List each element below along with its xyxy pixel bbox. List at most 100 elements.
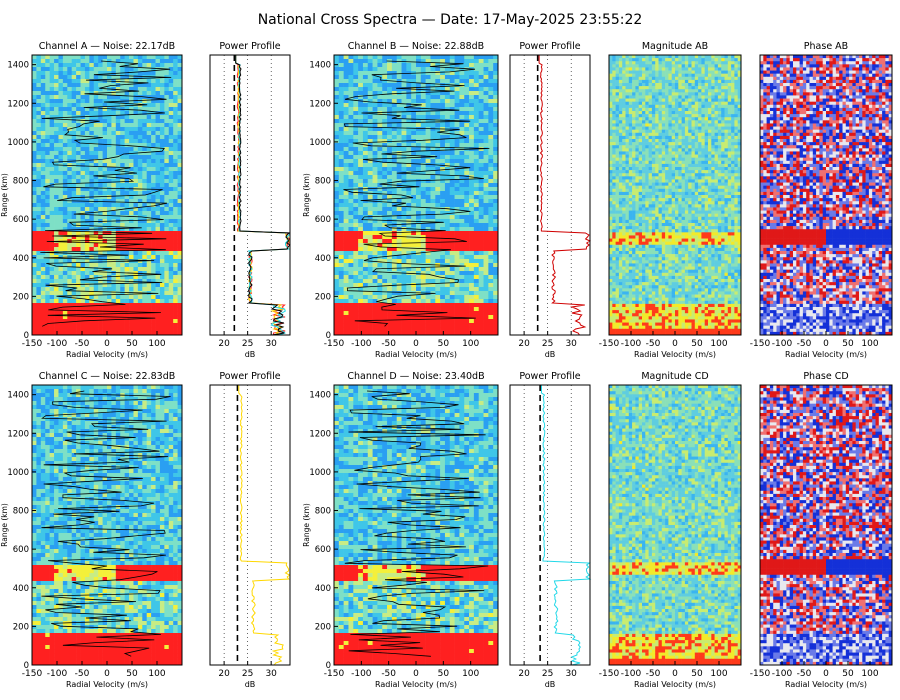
spectrum-cell — [76, 103, 81, 107]
spectrum-cell — [45, 123, 50, 127]
spectrum-cell — [67, 319, 72, 323]
spectrum-cell — [147, 283, 152, 287]
spectrum-cell — [50, 155, 55, 159]
spectrum-cell — [133, 251, 138, 255]
spectrum-cell — [58, 327, 63, 331]
spectrum-cell — [50, 143, 55, 147]
spectrum-cell — [81, 215, 86, 219]
spectrum-cell — [54, 143, 59, 147]
spectrum-cell — [169, 275, 174, 279]
spectrum-cell — [138, 175, 143, 179]
spectrum-cell — [89, 67, 94, 71]
spectrum-cell — [81, 327, 86, 331]
spectrum-cell — [58, 167, 63, 171]
spectrum-cell — [63, 151, 68, 155]
spectrum-cell — [32, 179, 37, 183]
spectrum-cell — [94, 311, 99, 315]
spectrum-cell — [85, 59, 90, 63]
spectrum-cell — [85, 315, 90, 319]
spectrum-cell — [63, 67, 68, 71]
spectrum-cell — [142, 295, 147, 299]
spectrum-cell — [54, 291, 59, 295]
spectrum-cell — [58, 83, 63, 87]
spectrum-cell — [138, 171, 143, 175]
spectrum-cell — [160, 195, 165, 199]
spectrum-cell — [98, 147, 103, 151]
spectrum-cell — [173, 67, 178, 71]
spectrum-cell — [169, 151, 174, 155]
spectrum-cell — [138, 203, 143, 207]
spectrum-cell — [41, 63, 46, 67]
spectrum-cell — [173, 323, 178, 327]
spectrum-cell — [111, 179, 116, 183]
spectrum-cell — [125, 131, 130, 135]
spectrum-cell — [129, 251, 134, 255]
spectrum-cell — [129, 159, 134, 163]
spectrum-cell — [169, 203, 174, 207]
spectrum-cell — [173, 267, 178, 271]
spectrum-cell — [50, 123, 55, 127]
spectrum-cell — [156, 127, 161, 131]
spectrum-cell — [67, 67, 72, 71]
spectrum-cell — [156, 123, 161, 127]
spectrum-cell — [89, 155, 94, 159]
spectrum-cell — [85, 167, 90, 171]
spectrum-cell — [58, 67, 63, 71]
spectrum-cell — [151, 95, 156, 99]
spectrum-cell — [45, 95, 50, 99]
spectrum-cell — [129, 287, 134, 291]
spectrum-cell — [169, 143, 174, 147]
spectrum-cell — [125, 119, 130, 123]
spectrum-cell — [129, 219, 134, 223]
spectrum-cell — [89, 139, 94, 143]
spectrum-cell — [76, 119, 81, 123]
spectrum-cell — [63, 71, 68, 75]
spectrum-cell — [173, 123, 178, 127]
spectrum-cell — [125, 191, 130, 195]
spectrum-cell — [125, 135, 130, 139]
spectrum-cell — [142, 119, 147, 123]
spectrum-cell — [111, 191, 116, 195]
spectrum-cell — [133, 203, 138, 207]
spectrum-cell — [85, 183, 90, 187]
spectrum-cell — [67, 271, 72, 275]
spectrum-cell — [94, 139, 99, 143]
spectrum-cell — [164, 63, 169, 67]
spectrum-cell — [160, 107, 165, 111]
spectrum-cell — [107, 151, 112, 155]
spectrum-cell — [173, 151, 178, 155]
spectrum-cell — [72, 327, 77, 331]
spectrum-cell — [45, 191, 50, 195]
spectrum-cell — [103, 139, 108, 143]
spectrum-cell — [50, 131, 55, 135]
spectrum-cell — [50, 107, 55, 111]
spectrum-cell — [36, 123, 41, 127]
spectrum-cell — [63, 167, 68, 171]
spectrum-cell — [63, 291, 68, 295]
spectrum-cell — [89, 219, 94, 223]
spectrum-cell — [173, 263, 178, 267]
spectrum-cell — [98, 55, 103, 59]
spectrum-cell — [63, 155, 68, 159]
spectrum-cell — [54, 187, 59, 191]
spectrum-cell — [94, 55, 99, 59]
spectrum-cell — [63, 175, 68, 179]
spectrum-cell — [138, 115, 143, 119]
spectrum-cell — [45, 259, 50, 263]
spectrum-cell — [98, 207, 103, 211]
spectrum-cell — [76, 243, 81, 247]
spectrum-cell — [32, 307, 37, 311]
spectrum-cell — [164, 139, 169, 143]
spectrum-cell — [32, 203, 37, 207]
spectrum-cell — [138, 159, 143, 163]
spectrum-cell — [147, 267, 152, 271]
spectrum-cell — [32, 167, 37, 171]
spectrum-cell — [67, 147, 72, 151]
spectrum-cell — [54, 191, 59, 195]
spectrum-cell — [41, 187, 46, 191]
spectrum-cell — [129, 143, 134, 147]
spectrum-cell — [32, 287, 37, 291]
spectrum-cell — [116, 179, 121, 183]
spectrum-cell — [164, 295, 169, 299]
spectrum-cell — [41, 99, 46, 103]
